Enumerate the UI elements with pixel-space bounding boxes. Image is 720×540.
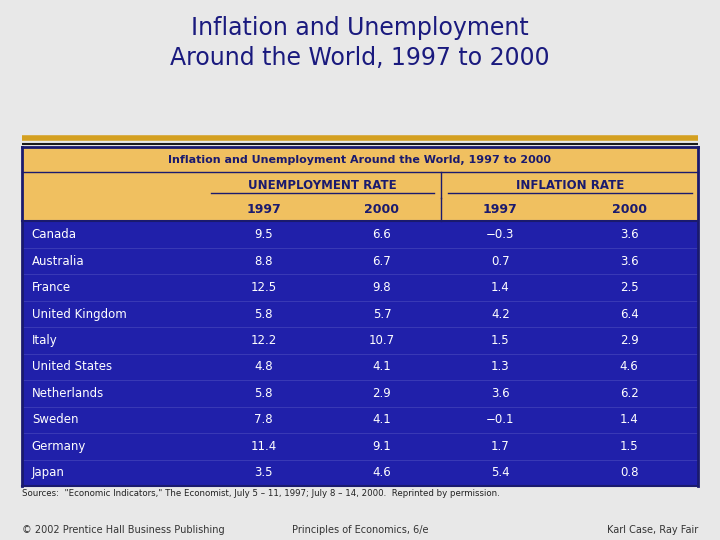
Bar bbox=[22, 433, 698, 460]
Text: Japan: Japan bbox=[32, 466, 65, 480]
Text: Australia: Australia bbox=[32, 255, 84, 268]
Text: 8.8: 8.8 bbox=[254, 255, 273, 268]
Text: 4.6: 4.6 bbox=[373, 466, 392, 480]
Bar bbox=[22, 198, 698, 221]
Text: 3.6: 3.6 bbox=[620, 255, 639, 268]
Text: 1.4: 1.4 bbox=[620, 414, 639, 427]
Text: Inflation and Unemployment
Around the World, 1997 to 2000: Inflation and Unemployment Around the Wo… bbox=[170, 16, 550, 70]
Bar bbox=[22, 172, 698, 198]
Text: © 2002 Prentice Hall Business Publishing: © 2002 Prentice Hall Business Publishing bbox=[22, 524, 224, 535]
Bar bbox=[22, 248, 698, 274]
Text: 6.4: 6.4 bbox=[620, 308, 639, 321]
Text: Germany: Germany bbox=[32, 440, 86, 453]
Text: 3.6: 3.6 bbox=[620, 228, 639, 241]
Bar bbox=[22, 354, 698, 380]
Text: 7.8: 7.8 bbox=[254, 414, 273, 427]
Text: 5.8: 5.8 bbox=[254, 387, 273, 400]
Text: 1.3: 1.3 bbox=[491, 361, 510, 374]
Bar bbox=[22, 407, 698, 433]
Text: −0.3: −0.3 bbox=[486, 228, 515, 241]
Text: Karl Case, Ray Fair: Karl Case, Ray Fair bbox=[607, 524, 698, 535]
Text: 6.6: 6.6 bbox=[373, 228, 392, 241]
Text: 1997: 1997 bbox=[246, 203, 281, 216]
Text: 2000: 2000 bbox=[364, 203, 400, 216]
Text: France: France bbox=[32, 281, 71, 294]
Text: 12.5: 12.5 bbox=[251, 281, 276, 294]
Text: Sweden: Sweden bbox=[32, 414, 78, 427]
Text: UNEMPLOYMENT RATE: UNEMPLOYMENT RATE bbox=[248, 179, 397, 192]
Text: United States: United States bbox=[32, 361, 112, 374]
Text: 4.1: 4.1 bbox=[373, 361, 392, 374]
Bar bbox=[22, 274, 698, 301]
Text: 11.4: 11.4 bbox=[251, 440, 276, 453]
Text: 1.7: 1.7 bbox=[491, 440, 510, 453]
Text: 4.2: 4.2 bbox=[491, 308, 510, 321]
Text: 2000: 2000 bbox=[611, 203, 647, 216]
Bar bbox=[22, 221, 698, 248]
Text: 4.8: 4.8 bbox=[254, 361, 273, 374]
Text: 9.1: 9.1 bbox=[373, 440, 392, 453]
Bar bbox=[22, 301, 698, 327]
Text: Inflation and Unemployment Around the World, 1997 to 2000: Inflation and Unemployment Around the Wo… bbox=[168, 154, 552, 165]
Text: Italy: Italy bbox=[32, 334, 58, 347]
Text: 3.6: 3.6 bbox=[491, 387, 510, 400]
Bar bbox=[22, 460, 698, 486]
Text: 1.4: 1.4 bbox=[491, 281, 510, 294]
Text: Sources:  "Economic Indicators," The Economist, July 5 – 11, 1997; July 8 – 14, : Sources: "Economic Indicators," The Econ… bbox=[22, 489, 500, 498]
Text: 10.7: 10.7 bbox=[369, 334, 395, 347]
Text: 4.1: 4.1 bbox=[373, 414, 392, 427]
Text: 5.7: 5.7 bbox=[373, 308, 391, 321]
Text: 6.7: 6.7 bbox=[373, 255, 392, 268]
Text: 3.5: 3.5 bbox=[254, 466, 273, 480]
Text: Principles of Economics, 6/e: Principles of Economics, 6/e bbox=[292, 524, 428, 535]
Text: 12.2: 12.2 bbox=[251, 334, 276, 347]
Text: INFLATION RATE: INFLATION RATE bbox=[516, 179, 624, 192]
Bar bbox=[22, 327, 698, 354]
Text: 5.4: 5.4 bbox=[491, 466, 510, 480]
Text: 9.5: 9.5 bbox=[254, 228, 273, 241]
Text: 9.8: 9.8 bbox=[373, 281, 391, 294]
Text: 2.9: 2.9 bbox=[373, 387, 392, 400]
Bar bbox=[22, 380, 698, 407]
Text: Canada: Canada bbox=[32, 228, 77, 241]
Text: 4.6: 4.6 bbox=[620, 361, 639, 374]
Text: 0.7: 0.7 bbox=[491, 255, 510, 268]
Text: Netherlands: Netherlands bbox=[32, 387, 104, 400]
Text: 1997: 1997 bbox=[483, 203, 518, 216]
Text: 5.8: 5.8 bbox=[254, 308, 273, 321]
Text: 2.5: 2.5 bbox=[620, 281, 639, 294]
Text: 6.2: 6.2 bbox=[620, 387, 639, 400]
Text: 1.5: 1.5 bbox=[620, 440, 639, 453]
Text: 0.8: 0.8 bbox=[620, 466, 638, 480]
Text: −0.1: −0.1 bbox=[486, 414, 515, 427]
Text: 2.9: 2.9 bbox=[620, 334, 639, 347]
Text: United Kingdom: United Kingdom bbox=[32, 308, 127, 321]
Text: 1.5: 1.5 bbox=[491, 334, 510, 347]
Bar bbox=[22, 147, 698, 172]
